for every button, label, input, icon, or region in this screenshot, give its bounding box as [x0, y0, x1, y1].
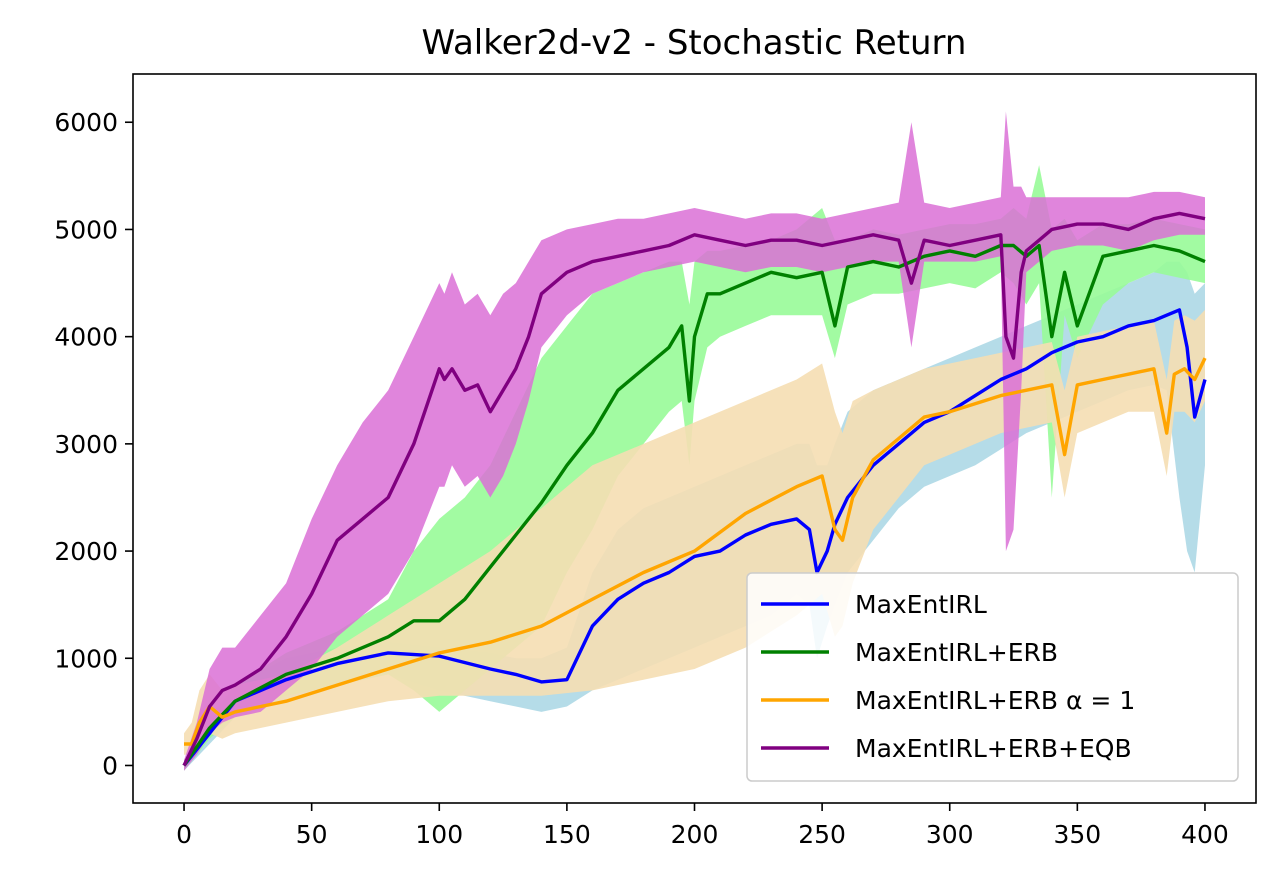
- y-tick-label: 5000: [54, 215, 118, 244]
- x-tick-label: 0: [176, 820, 192, 849]
- band-maxentirl-erb-eqb: [184, 111, 1205, 771]
- x-tick-label: 50: [296, 820, 328, 849]
- y-tick-label: 0: [102, 751, 118, 780]
- y-axis-ticks: 0 1000 2000 3000 4000 5000 6000: [54, 108, 133, 780]
- x-tick-label: 300: [926, 820, 974, 849]
- x-tick-label: 350: [1053, 820, 1101, 849]
- y-tick-label: 6000: [54, 108, 118, 137]
- legend-box: [746, 572, 1239, 782]
- y-tick-label: 3000: [54, 430, 118, 459]
- line-maxentirl-erb-1: [184, 357, 1207, 746]
- y-tick-label: 1000: [54, 644, 118, 673]
- x-tick-label: 200: [671, 820, 719, 849]
- legend-label-maxentirl-erb-1: MaxEntIRL+ERB α = 1: [855, 686, 1135, 715]
- legend: MaxEntIRL MaxEntIRL+ERB MaxEntIRL+ERB α = …: [746, 572, 1239, 782]
- x-tick-label: 250: [798, 820, 846, 849]
- x-axis-ticks: 0 50 100 150 200 250 300 350 400: [176, 803, 1229, 849]
- line-maxentirl-erb-eqb: [182, 211, 1206, 767]
- x-tick-label: 150: [543, 820, 591, 849]
- y-tick-label: 4000: [54, 323, 118, 352]
- legend-label-maxentirl-erb: MaxEntIRL+ERB: [855, 638, 1058, 667]
- band-maxentirl-erb-1: [184, 309, 1205, 755]
- legend-label-maxentirl: MaxEntIRL: [855, 590, 987, 619]
- line-maxentirl: [182, 308, 1207, 767]
- line-maxentirl-erb: [182, 243, 1206, 767]
- legend-label-maxentirl-erb-eqb: MaxEntIRL+ERB+EQB: [855, 734, 1132, 763]
- x-tick-label: 100: [415, 820, 463, 849]
- y-tick-label: 2000: [54, 537, 118, 566]
- series-lines: [182, 211, 1207, 767]
- x-tick-label: 400: [1181, 820, 1229, 849]
- chart-title: Walker2d-v2 - Stochastic Return: [422, 23, 967, 63]
